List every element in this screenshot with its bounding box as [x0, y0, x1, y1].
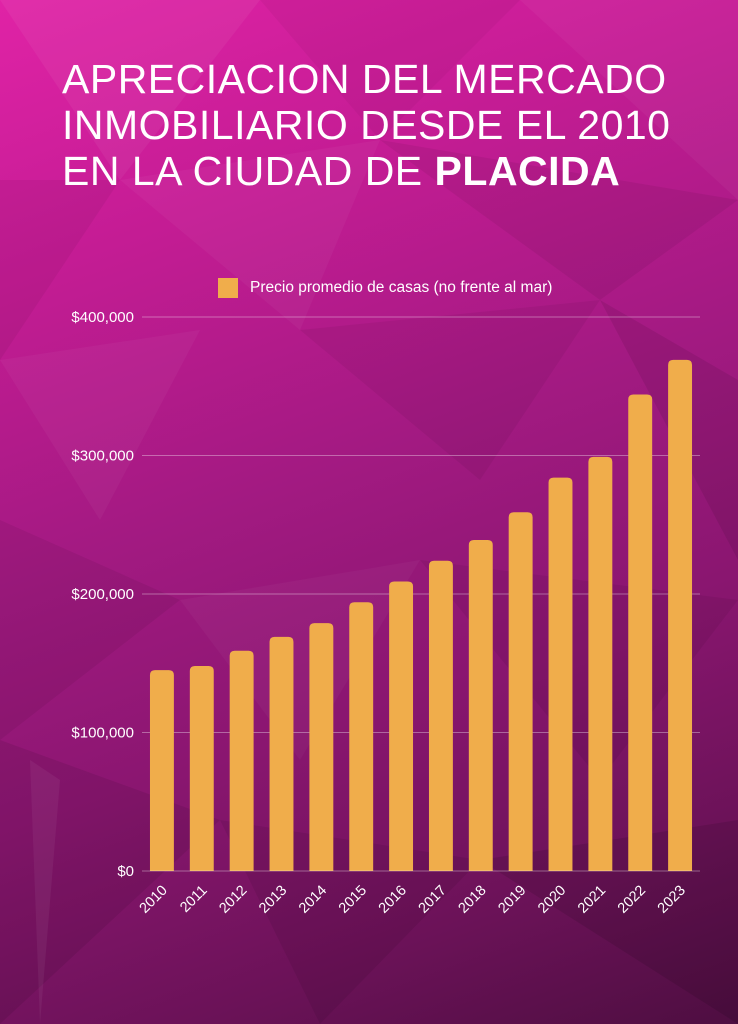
bar	[349, 602, 374, 871]
x-tick-label: 2012	[216, 883, 250, 917]
x-tick-label: 2019	[495, 883, 529, 917]
bar	[428, 560, 453, 871]
x-tick-label: 2016	[376, 883, 410, 917]
x-tick-label: 2017	[416, 883, 450, 917]
bar	[149, 670, 174, 871]
x-tick-label: 2020	[535, 883, 569, 917]
y-tick-label: $0	[117, 863, 134, 880]
title-line-3-prefix: EN LA CIUDAD DE	[62, 148, 435, 194]
x-tick-label: 2018	[455, 883, 489, 917]
y-tick-label: $400,000	[71, 309, 134, 326]
bar	[468, 539, 493, 871]
title-line-3: EN LA CIUDAD DE PLACIDA	[62, 148, 702, 194]
chart-title: APRECIACION DEL MERCADO INMOBILIARIO DES…	[62, 56, 702, 194]
bar	[389, 581, 414, 871]
x-tick-label: 2023	[655, 883, 689, 917]
legend-swatch	[218, 278, 238, 298]
title-city: PLACIDA	[434, 148, 621, 194]
bar	[229, 650, 254, 871]
x-tick-label: 2010	[137, 883, 171, 917]
bar	[588, 456, 613, 871]
bar	[269, 636, 294, 871]
x-tick-label: 2014	[296, 883, 330, 917]
x-tick-label: 2015	[336, 883, 370, 917]
bar	[508, 512, 533, 871]
bar	[628, 394, 653, 871]
legend-label: Precio promedio de casas (no frente al m…	[250, 279, 553, 296]
y-tick-label: $300,000	[71, 448, 134, 465]
x-tick-label: 2021	[575, 883, 609, 917]
bar	[548, 477, 573, 871]
y-tick-label: $100,000	[71, 725, 134, 742]
x-tick-label: 2022	[615, 883, 649, 917]
bar	[189, 666, 214, 871]
x-tick-label: 2011	[177, 883, 210, 916]
title-line-2: INMOBILIARIO DESDE EL 2010	[62, 102, 671, 148]
x-tick-label: 2013	[256, 883, 290, 917]
bar	[309, 623, 334, 871]
title-line-1: APRECIACION DEL MERCADO	[62, 56, 667, 102]
y-tick-label: $200,000	[71, 586, 134, 603]
bar	[668, 359, 693, 871]
chart-legend: Precio promedio de casas (no frente al m…	[218, 276, 552, 300]
